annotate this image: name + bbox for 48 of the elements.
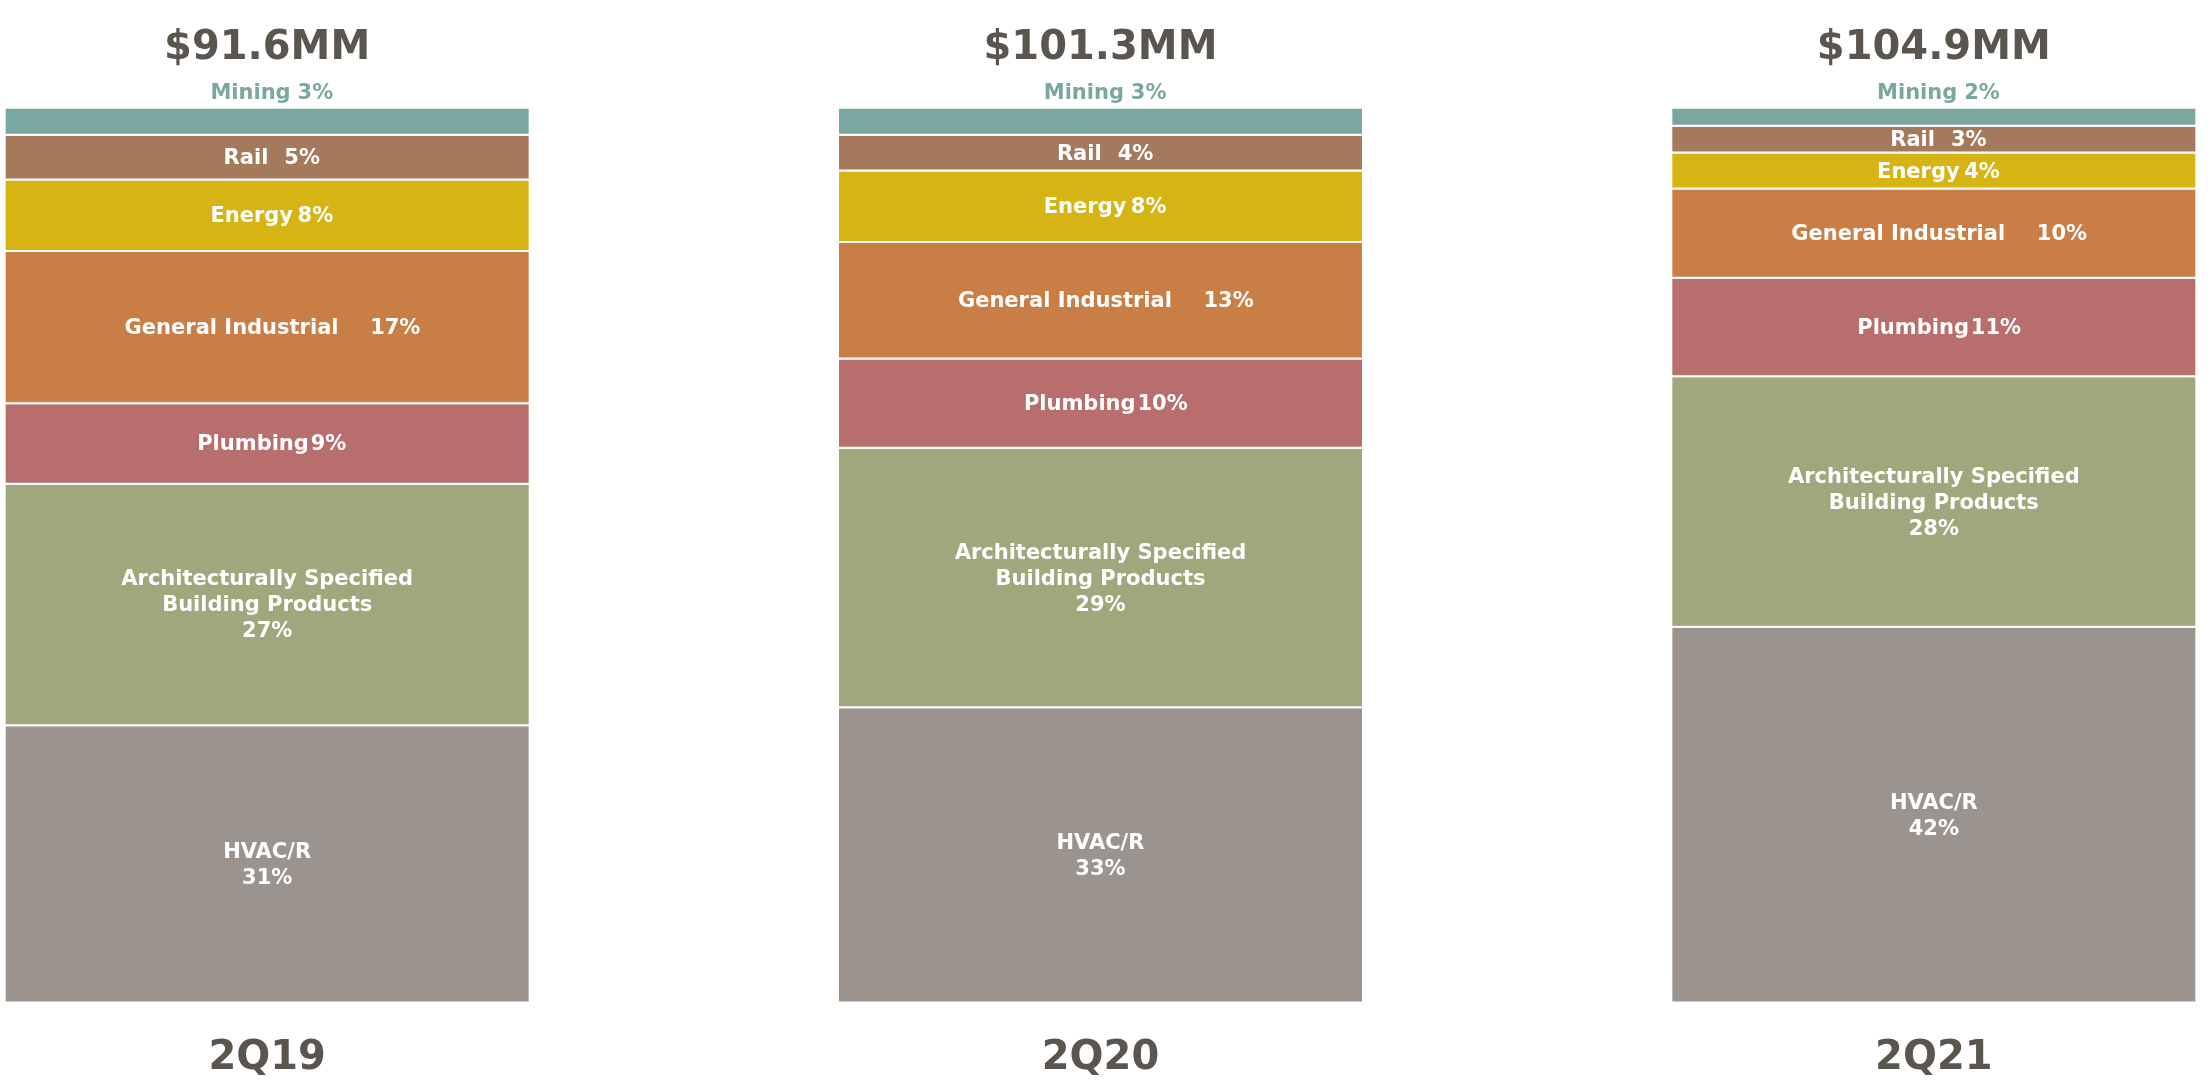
data-label: 8% [1130,194,1167,219]
text: Rail [223,145,269,170]
text: $91.6MM [164,21,371,68]
data-label: 10% [1137,391,1188,416]
data-label: 13% [1203,288,1254,313]
series-label: HVAC/R [223,838,312,863]
text: HVAC/R [1889,789,1978,814]
text: General Industrial [957,288,1172,313]
text: Energy [210,203,294,228]
series-label: Architecturally Specified Building Products [121,566,414,617]
series-label: Energy [1877,158,1960,183]
data-label: 8% [297,203,334,228]
data-label: 3% [297,79,334,104]
text: Mining [1877,79,1958,104]
text: $101.3MM [983,21,1218,68]
data-label: 11% [1970,315,2022,340]
text: Plumbing [1023,391,1136,416]
data-label: 3% [1130,79,1167,104]
data-label: 27% [242,618,293,643]
data-label: 4% [1117,140,1154,165]
data-label: 28% [1908,515,1959,540]
x-tick-label: 2Q21 [1875,1031,1993,1078]
text: Mining [1043,79,1124,104]
series-label: General Industrial [1791,221,2006,246]
data-label: 31% [242,864,293,889]
text: HVAC/R [1056,829,1145,854]
x-tick-label: 2Q19 [208,1031,326,1078]
x-tick-label: 2Q20 [1041,1031,1160,1078]
data-label: 10% [2036,221,2088,246]
data-label: 4% [1964,158,2000,183]
data-label: 5% [284,145,320,170]
text: Architecturally Specified Building Products [1787,463,2080,514]
text: $104.9MM [1816,21,2051,68]
data-label: 29% [1075,591,1126,616]
data-label: 9% [310,431,347,456]
text: Rail [1056,140,1102,165]
data-label: 42% [1908,815,1959,840]
data-label: 2% [1964,79,2000,104]
data-label: 17% [370,315,421,340]
text: Plumbing [1857,315,1969,340]
text: Architecturally Specified Building Products [954,539,1247,590]
data-label: 3% [1950,127,1987,152]
series-label: Rail [1890,127,1936,152]
series-label: Mining [210,79,291,104]
data-label: 33% [1075,855,1126,880]
text: General Industrial [124,315,339,340]
series-label: Plumbing [197,431,309,456]
text: Energy [1043,194,1127,219]
